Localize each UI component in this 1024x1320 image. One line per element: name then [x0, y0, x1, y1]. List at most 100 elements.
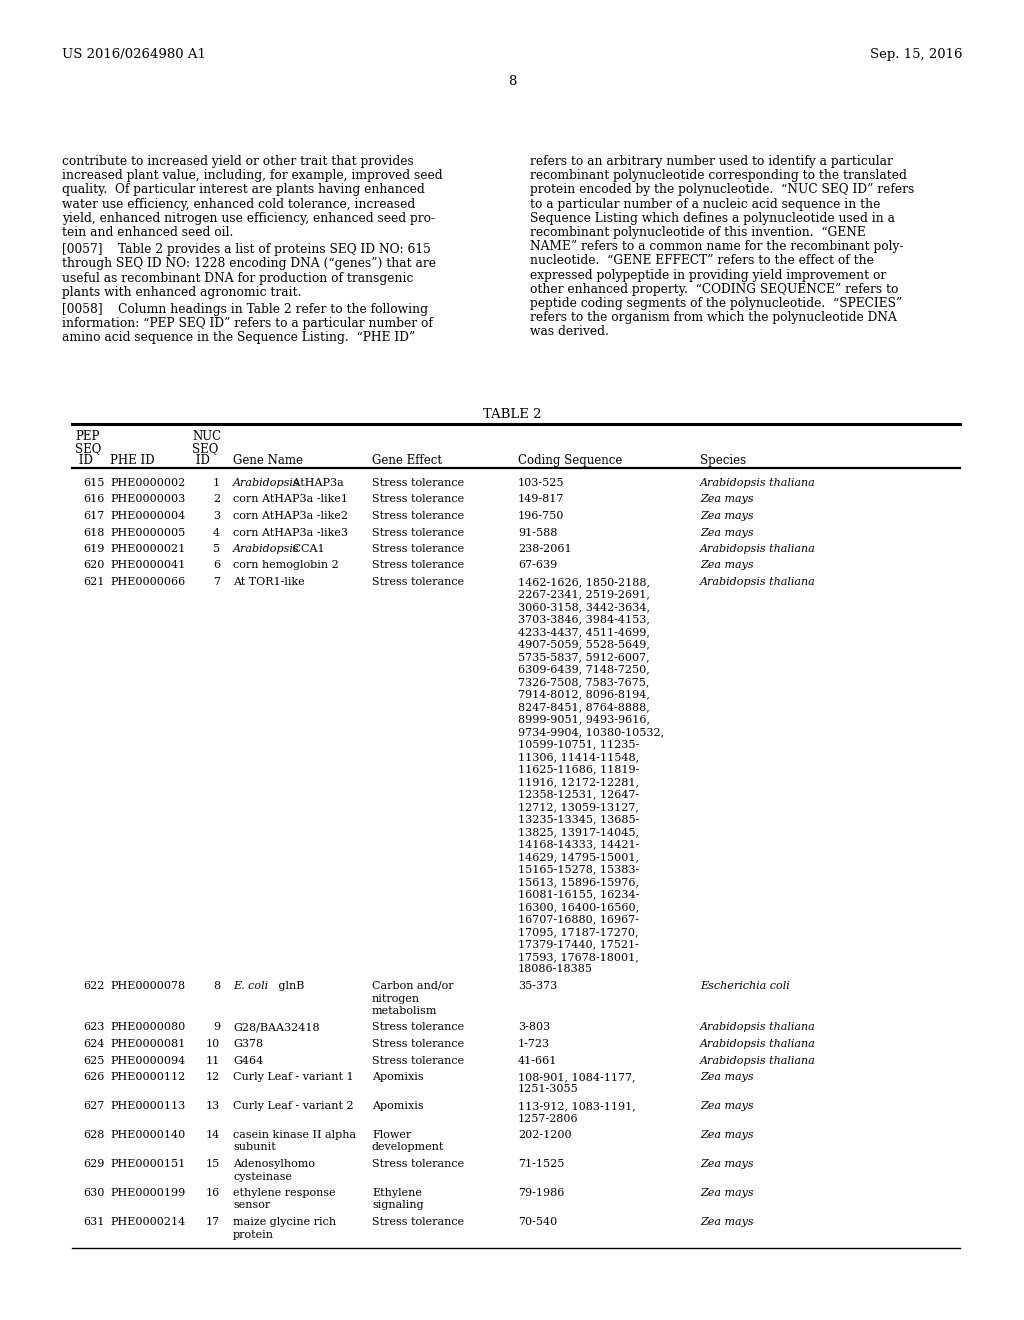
Text: G378: G378	[233, 1039, 263, 1049]
Text: Zea mays: Zea mays	[700, 495, 754, 504]
Text: Arabidopsis thaliana: Arabidopsis thaliana	[700, 1023, 816, 1032]
Text: 3703-3846, 3984-4153,: 3703-3846, 3984-4153,	[518, 615, 650, 624]
Text: PHE0000005: PHE0000005	[110, 528, 185, 537]
Text: Zea mays: Zea mays	[700, 1217, 754, 1228]
Text: Apomixis: Apomixis	[372, 1072, 424, 1082]
Text: PHE0000140: PHE0000140	[110, 1130, 185, 1140]
Text: 4907-5059, 5528-5649,: 4907-5059, 5528-5649,	[518, 639, 650, 649]
Text: 196-750: 196-750	[518, 511, 564, 521]
Text: 8999-9051, 9493-9616,: 8999-9051, 9493-9616,	[518, 714, 650, 725]
Text: 108-901, 1084-1177,: 108-901, 1084-1177,	[518, 1072, 636, 1082]
Text: amino acid sequence in the Sequence Listing.  “PHE ID”: amino acid sequence in the Sequence List…	[62, 331, 416, 345]
Text: sensor: sensor	[233, 1200, 270, 1210]
Text: Sep. 15, 2016: Sep. 15, 2016	[869, 48, 962, 61]
Text: PHE0000094: PHE0000094	[110, 1056, 185, 1065]
Text: PHE0000112: PHE0000112	[110, 1072, 185, 1082]
Text: 1-723: 1-723	[518, 1039, 550, 1049]
Text: Zea mays: Zea mays	[700, 1130, 754, 1140]
Text: subunit: subunit	[233, 1143, 275, 1152]
Text: 16: 16	[206, 1188, 220, 1199]
Text: 11916, 12172-12281,: 11916, 12172-12281,	[518, 777, 639, 787]
Text: PHE0000078: PHE0000078	[110, 981, 185, 991]
Text: 620: 620	[84, 561, 105, 570]
Text: [0057]    Table 2 provides a list of proteins SEQ ID NO: 615: [0057] Table 2 provides a list of protei…	[62, 243, 431, 256]
Text: 12358-12531, 12647-: 12358-12531, 12647-	[518, 789, 639, 800]
Text: 71-1525: 71-1525	[518, 1159, 564, 1170]
Text: other enhanced property.  “CODING SEQUENCE” refers to: other enhanced property. “CODING SEQUENC…	[530, 282, 898, 296]
Text: development: development	[372, 1143, 444, 1152]
Text: contribute to increased yield or other trait that provides: contribute to increased yield or other t…	[62, 154, 414, 168]
Text: 12712, 13059-13127,: 12712, 13059-13127,	[518, 803, 639, 812]
Text: 2: 2	[213, 495, 220, 504]
Text: PHE0000002: PHE0000002	[110, 478, 185, 488]
Text: refers to an arbitrary number used to identify a particular: refers to an arbitrary number used to id…	[530, 154, 893, 168]
Text: Species: Species	[700, 454, 746, 467]
Text: Escherichia coli: Escherichia coli	[700, 981, 790, 991]
Text: PHE0000003: PHE0000003	[110, 495, 185, 504]
Text: Arabidopsis thaliana: Arabidopsis thaliana	[700, 1039, 816, 1049]
Text: 1257-2806: 1257-2806	[518, 1114, 579, 1123]
Text: 149-817: 149-817	[518, 495, 564, 504]
Text: CCA1: CCA1	[289, 544, 325, 554]
Text: 615: 615	[84, 478, 105, 488]
Text: 41-661: 41-661	[518, 1056, 557, 1065]
Text: 625: 625	[84, 1056, 105, 1065]
Text: SEQ: SEQ	[75, 442, 101, 455]
Text: through SEQ ID NO: 1228 encoding DNA (“genes”) that are: through SEQ ID NO: 1228 encoding DNA (“g…	[62, 257, 436, 271]
Text: 626: 626	[84, 1072, 105, 1082]
Text: E. coli: E. coli	[233, 981, 268, 991]
Text: yield, enhanced nitrogen use efficiency, enhanced seed pro-: yield, enhanced nitrogen use efficiency,…	[62, 211, 435, 224]
Text: 5735-5837, 5912-6007,: 5735-5837, 5912-6007,	[518, 652, 649, 663]
Text: ID: ID	[75, 454, 93, 467]
Text: Curly Leaf - variant 1: Curly Leaf - variant 1	[233, 1072, 353, 1082]
Text: 617: 617	[84, 511, 105, 521]
Text: refers to the organism from which the polynucleotide DNA: refers to the organism from which the po…	[530, 312, 897, 325]
Text: 8247-8451, 8764-8888,: 8247-8451, 8764-8888,	[518, 702, 650, 711]
Text: Apomixis: Apomixis	[372, 1101, 424, 1111]
Text: cysteinase: cysteinase	[233, 1172, 292, 1181]
Text: Arabidopsis thaliana: Arabidopsis thaliana	[700, 544, 816, 554]
Text: protein encoded by the polynucleotide.  “NUC SEQ ID” refers: protein encoded by the polynucleotide. “…	[530, 183, 914, 197]
Text: PHE0000080: PHE0000080	[110, 1023, 185, 1032]
Text: Gene Name: Gene Name	[233, 454, 303, 467]
Text: 7326-7508, 7583-7675,: 7326-7508, 7583-7675,	[518, 677, 649, 686]
Text: recombinant polynucleotide of this invention.  “GENE: recombinant polynucleotide of this inven…	[530, 226, 865, 239]
Text: 6: 6	[213, 561, 220, 570]
Text: 17095, 17187-17270,: 17095, 17187-17270,	[518, 927, 639, 937]
Text: Stress tolerance: Stress tolerance	[372, 528, 464, 537]
Text: 8: 8	[508, 75, 516, 88]
Text: PHE0000113: PHE0000113	[110, 1101, 185, 1111]
Text: Zea mays: Zea mays	[700, 1159, 754, 1170]
Text: 16300, 16400-16560,: 16300, 16400-16560,	[518, 902, 639, 912]
Text: Stress tolerance: Stress tolerance	[372, 1023, 464, 1032]
Text: Stress tolerance: Stress tolerance	[372, 577, 464, 587]
Text: information: “PEP SEQ ID” refers to a particular number of: information: “PEP SEQ ID” refers to a pa…	[62, 317, 433, 330]
Text: PHE0000004: PHE0000004	[110, 511, 185, 521]
Text: 10: 10	[206, 1039, 220, 1049]
Text: 7914-8012, 8096-8194,: 7914-8012, 8096-8194,	[518, 689, 650, 700]
Text: 629: 629	[84, 1159, 105, 1170]
Text: Arabidopsis thaliana: Arabidopsis thaliana	[700, 478, 816, 488]
Text: Stress tolerance: Stress tolerance	[372, 1159, 464, 1170]
Text: PHE0000199: PHE0000199	[110, 1188, 185, 1199]
Text: corn AtHAP3a -like2: corn AtHAP3a -like2	[233, 511, 348, 521]
Text: Coding Sequence: Coding Sequence	[518, 454, 623, 467]
Text: 3-803: 3-803	[518, 1023, 550, 1032]
Text: 11306, 11414-11548,: 11306, 11414-11548,	[518, 752, 639, 762]
Text: 15613, 15896-15976,: 15613, 15896-15976,	[518, 876, 639, 887]
Text: 3060-3158, 3442-3634,: 3060-3158, 3442-3634,	[518, 602, 650, 612]
Text: Arabidopsis: Arabidopsis	[233, 544, 300, 554]
Text: Zea mays: Zea mays	[700, 1101, 754, 1111]
Text: Stress tolerance: Stress tolerance	[372, 544, 464, 554]
Text: 15: 15	[206, 1159, 220, 1170]
Text: 624: 624	[84, 1039, 105, 1049]
Text: 103-525: 103-525	[518, 478, 564, 488]
Text: Gene Effect: Gene Effect	[372, 454, 442, 467]
Text: corn hemoglobin 2: corn hemoglobin 2	[233, 561, 339, 570]
Text: US 2016/0264980 A1: US 2016/0264980 A1	[62, 48, 206, 61]
Text: Zea mays: Zea mays	[700, 1188, 754, 1199]
Text: 1251-3055: 1251-3055	[518, 1085, 579, 1094]
Text: PHE0000041: PHE0000041	[110, 561, 185, 570]
Text: TABLE 2: TABLE 2	[482, 408, 542, 421]
Text: 238-2061: 238-2061	[518, 544, 571, 554]
